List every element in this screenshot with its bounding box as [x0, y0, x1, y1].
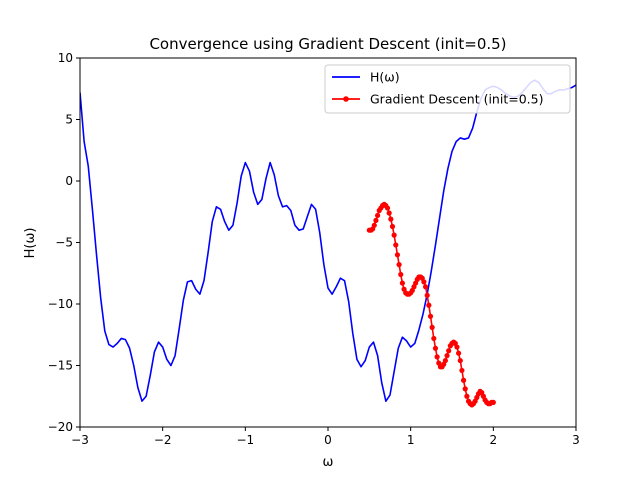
data-point: [454, 344, 460, 350]
data-point: [373, 217, 379, 223]
legend-label-1: Gradient Descent (init=0.5): [370, 92, 543, 107]
legend-marker: [343, 96, 349, 102]
data-point: [393, 242, 399, 248]
x-tick-label: 2: [490, 433, 498, 447]
data-point: [375, 212, 381, 219]
y-axis-label: H(ω): [23, 228, 38, 259]
x-tick-label: −2: [154, 433, 172, 447]
data-point: [394, 252, 401, 258]
x-axis-label: ω: [323, 455, 334, 470]
y-tick-label: −10: [48, 297, 73, 311]
data-point: [459, 367, 465, 374]
data-point: [490, 399, 496, 405]
y-tick-label: −5: [55, 236, 73, 250]
data-point: [456, 350, 462, 356]
data-point: [388, 216, 394, 222]
y-tick-label: 0: [65, 174, 73, 188]
legend-label-0: H(ω): [370, 70, 400, 85]
data-point: [442, 357, 448, 364]
y-tick-label: 10: [58, 51, 73, 65]
data-point: [429, 324, 435, 330]
data-point: [464, 393, 470, 399]
data-point: [426, 302, 432, 308]
data-point: [462, 386, 468, 392]
data-point: [422, 284, 429, 290]
legend-box: [324, 64, 571, 114]
data-point: [446, 348, 452, 354]
data-point: [384, 205, 391, 211]
y-tick-label: 5: [65, 113, 73, 127]
data-point: [399, 280, 405, 286]
chart-title: Convergence using Gradient Descent (init…: [149, 35, 506, 53]
series-1: [366, 201, 496, 408]
x-tick-label: −1: [236, 433, 254, 447]
data-point: [431, 335, 437, 342]
data-point: [386, 210, 392, 216]
x-tick-label: 1: [407, 433, 415, 447]
y-tick-label: −20: [48, 420, 73, 434]
data-point: [457, 357, 463, 364]
data-point: [427, 313, 434, 319]
x-tick-label: −3: [71, 433, 89, 447]
x-tick-label: 3: [572, 433, 580, 447]
data-point: [391, 232, 397, 238]
data-point: [434, 354, 440, 360]
data-point: [371, 222, 377, 228]
x-tick-label: 0: [324, 433, 332, 447]
data-point: [421, 279, 427, 285]
data-point: [460, 377, 467, 383]
data-point: [398, 271, 404, 278]
y-tick-label: −15: [48, 359, 73, 373]
data-point: [396, 262, 402, 268]
legend: H(ω) Gradient Descent (init=0.5): [324, 64, 571, 114]
data-point: [424, 292, 430, 298]
data-point: [432, 345, 439, 351]
data-point: [444, 353, 450, 359]
data-point: [389, 223, 396, 230]
